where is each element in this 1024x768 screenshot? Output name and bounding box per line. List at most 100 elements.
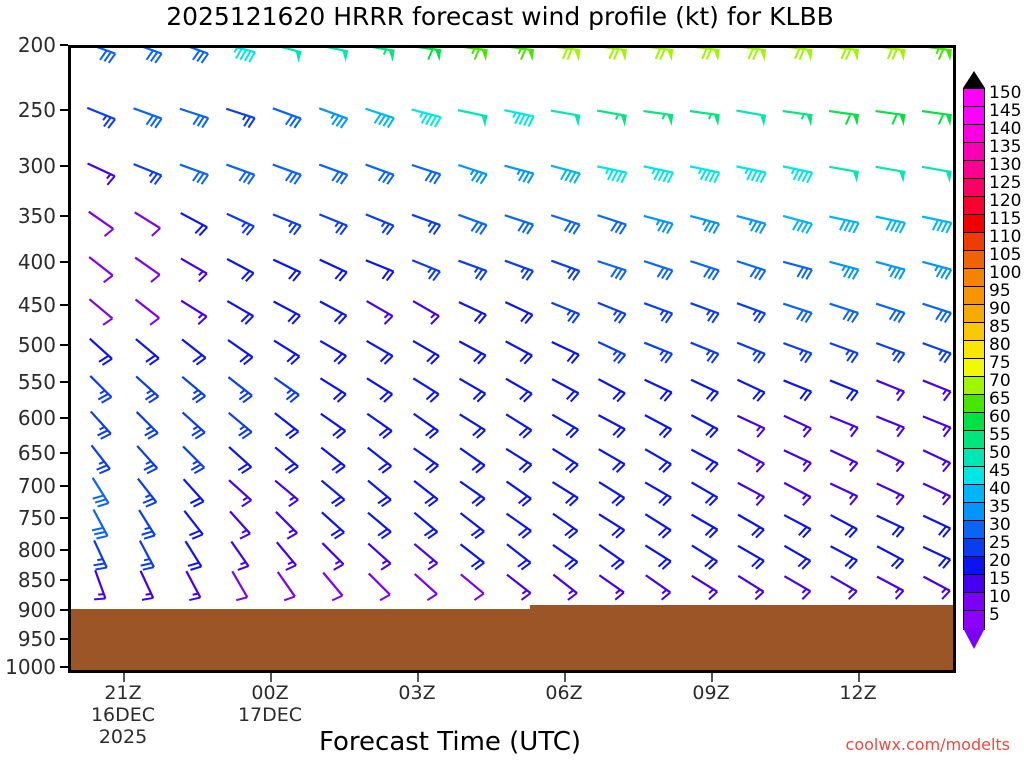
wind-barb [689, 165, 721, 184]
wind-barb [319, 340, 347, 365]
wind-barb [550, 164, 581, 184]
y-axis-tick-mark [60, 578, 68, 581]
wind-barb [272, 258, 302, 282]
wind-barb [875, 342, 906, 364]
y-axis-tick-label: 750 [17, 506, 56, 531]
wind-barb [597, 378, 626, 403]
colorbar-tick-label: 65 [989, 389, 1011, 410]
wind-barb [89, 337, 113, 366]
wind-barb [142, 48, 163, 64]
wind-barb [597, 341, 627, 365]
wind-barb [551, 481, 579, 507]
wind-barb [413, 447, 439, 474]
colorbar-wind-speed: 150 145 140 135 130 125 120 115 110 105 100 95 90 85 8… [963, 71, 1021, 649]
wind-barb [829, 260, 860, 280]
colorbar-segment [963, 286, 985, 306]
wind-barb [93, 539, 108, 571]
colorbar-tick-label: 105 [989, 245, 1022, 266]
wind-barb [320, 446, 346, 474]
x-tick-date: 17DEC [237, 704, 303, 726]
wind-barb [783, 379, 813, 402]
wind-barb [411, 259, 441, 282]
y-axis-tick-mark [60, 417, 68, 420]
y-axis-tick-label: 550 [17, 370, 56, 395]
wind-barb [736, 260, 767, 281]
wind-barb [690, 341, 720, 364]
plot-area [68, 45, 956, 673]
wind-barb [876, 482, 905, 506]
wind-barb [181, 338, 207, 366]
y-axis-tick-label: 450 [17, 292, 56, 317]
wind-barb [458, 377, 487, 403]
wind-barb [922, 415, 952, 438]
colorbar-segment [963, 466, 985, 486]
wind-barb [133, 107, 163, 129]
attribution-link[interactable]: coolwx.com/modelts [845, 735, 1010, 754]
wind-barb [552, 512, 579, 539]
wind-barb [922, 575, 951, 600]
y-axis-tick-label: 700 [17, 474, 56, 499]
colorbar-tick-label: 40 [989, 479, 1011, 500]
wind-barb [644, 513, 672, 539]
wind-barb [875, 302, 906, 324]
wind-barb [551, 413, 579, 439]
wind-barb [922, 342, 952, 364]
colorbar-segment [963, 538, 985, 558]
colorbar-segment [963, 124, 985, 144]
wind-barb [643, 302, 674, 324]
wind-barb [597, 260, 627, 281]
wind-barb [412, 300, 440, 325]
x-axis-tick-label: 21Z 16DEC 2025 [91, 682, 155, 748]
colorbar-tick-label: 80 [989, 335, 1011, 356]
wind-barb [783, 449, 812, 473]
wind-barb [88, 256, 114, 284]
colorbar-tick-label: 50 [989, 443, 1011, 464]
wind-barb [505, 413, 533, 439]
wind-barb [319, 300, 348, 325]
wind-barb [134, 298, 160, 326]
wind-barb [876, 545, 905, 570]
colorbar-tick-label: 150 [989, 83, 1022, 104]
wind-barb [834, 48, 860, 62]
y-axis-tick-mark [60, 261, 68, 264]
wind-barb [921, 165, 952, 183]
wind-barb [689, 109, 720, 127]
wind-barb [736, 341, 766, 364]
x-axis-tick-label: 00Z 17DEC [238, 682, 302, 726]
y-axis-tick-label: 350 [17, 204, 56, 229]
colorbar-segment [963, 178, 985, 198]
wind-barb [597, 214, 627, 235]
y-axis-tick-mark [60, 381, 68, 384]
wind-barb [737, 448, 765, 473]
colorbar-segment [963, 358, 985, 378]
wind-barb [644, 378, 673, 402]
colorbar-tick-label: 10 [989, 587, 1011, 608]
y-axis-tick-label: 800 [17, 537, 56, 562]
x-axis-tick-label: 12Z [839, 682, 876, 704]
wind-barb [413, 511, 439, 540]
wind-barb [644, 481, 672, 507]
wind-barb [881, 48, 906, 62]
colorbar-segment [963, 142, 985, 162]
wind-barb [875, 165, 906, 183]
wind-barb [598, 481, 626, 507]
wind-barb [922, 302, 952, 324]
wind-barb [321, 511, 345, 540]
colorbar-segment [963, 376, 985, 396]
wind-barb [91, 508, 109, 540]
wind-barb [457, 109, 488, 128]
wind-barb [181, 375, 206, 404]
wind-barb [598, 574, 625, 601]
wind-barb [597, 414, 626, 439]
y-axis-tick-mark [60, 108, 68, 111]
x-axis-tick-mark [417, 673, 419, 682]
wind-barb [736, 165, 767, 184]
wind-barb [691, 513, 719, 539]
wind-barb [458, 301, 487, 325]
colorbar-tick-label: 60 [989, 407, 1011, 428]
wind-barb [689, 214, 721, 235]
y-axis-tick-mark [60, 608, 68, 611]
wind-barb [460, 573, 485, 601]
wind-barb [371, 48, 395, 62]
